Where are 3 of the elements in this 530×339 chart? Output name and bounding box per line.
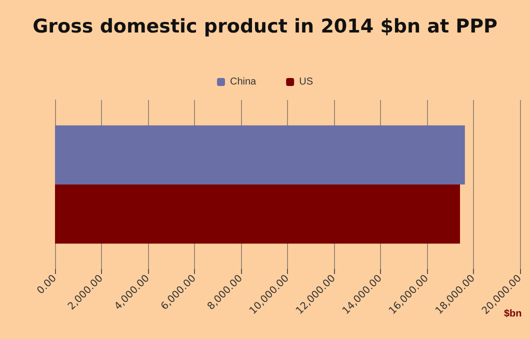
chart-title: Gross domestic product in 2014 $bn at PPP — [32, 16, 498, 38]
legend-label: US — [299, 76, 314, 88]
legend-label: China — [230, 76, 257, 88]
